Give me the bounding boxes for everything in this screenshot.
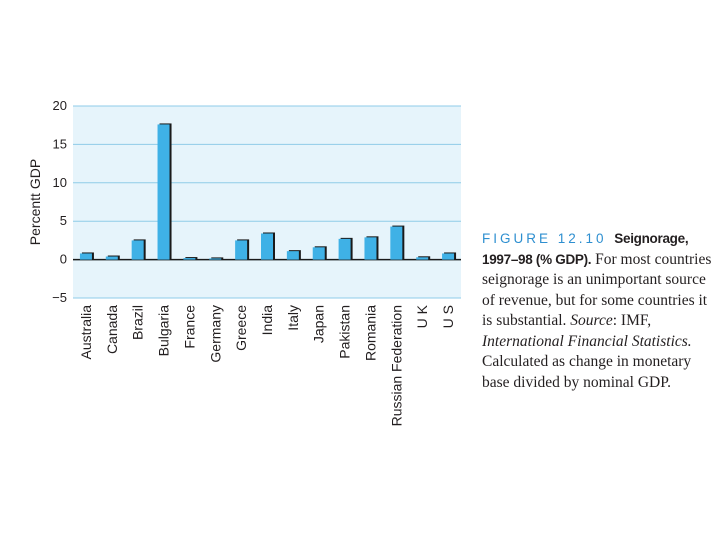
bar	[312, 247, 325, 260]
x-tick-label: Australia	[78, 305, 94, 360]
y-tick-label: 20	[53, 98, 67, 113]
figure-title: Seignorage, 1997–98 (% GDP).	[482, 231, 689, 267]
bar	[338, 238, 351, 260]
x-tick-labels: Australia Canada Brazil Bulgaria France Germa…	[78, 304, 456, 426]
bar	[286, 251, 299, 260]
y-tick-label: 5	[60, 213, 67, 228]
bar	[416, 257, 429, 260]
bar	[183, 258, 196, 260]
bar	[261, 233, 273, 260]
x-tick-label: Romania	[362, 305, 378, 361]
y-tick-label: 0	[60, 252, 67, 267]
bar	[442, 253, 455, 260]
x-tick-label: India	[259, 305, 275, 336]
x-tick-label: Bulgaria	[156, 305, 172, 357]
caption-method: Calculated as change in monetary base di…	[482, 353, 692, 391]
bar	[209, 258, 222, 260]
source-org: : IMF,	[612, 312, 652, 329]
source-title: International Financial Statistics.	[482, 332, 692, 350]
x-tick-label: Pakistan	[337, 305, 353, 359]
bar	[235, 240, 248, 260]
x-tick-label: Canada	[104, 305, 120, 354]
x-tick-label: Germany	[207, 305, 223, 363]
bar	[79, 253, 92, 260]
bar	[390, 226, 403, 260]
bar	[131, 240, 144, 260]
y-tick-labels: 20 15 10 5 0 −5	[52, 98, 67, 305]
bar	[364, 237, 377, 260]
caption-text: For most countries seignorage is an unim…	[482, 250, 712, 330]
x-tick-label: Russian Federation	[388, 305, 404, 426]
x-tick-label: Greece	[233, 305, 249, 351]
bars	[79, 123, 457, 260]
x-tick-label: Italy	[285, 305, 301, 331]
figure-caption: FIGURE 12.10 Seignorage, 1997–98 (% GDP)…	[482, 229, 718, 393]
x-tick-label: U K	[414, 304, 430, 328]
source-label: Source	[570, 312, 613, 329]
y-axis-label: Percentt GDP	[27, 159, 43, 245]
plot-area	[73, 106, 461, 298]
y-tick-label: 15	[53, 136, 67, 151]
y-tick-label: 10	[53, 175, 67, 190]
bar	[157, 124, 170, 260]
x-tick-label: Brazil	[130, 305, 146, 340]
bar	[105, 256, 118, 260]
x-tick-label: France	[181, 305, 197, 349]
x-tick-label: U S	[440, 305, 456, 328]
x-tick-label: Japan	[311, 305, 327, 343]
y-tick-label: −5	[52, 290, 67, 305]
figure-number: FIGURE 12.10	[482, 231, 607, 246]
